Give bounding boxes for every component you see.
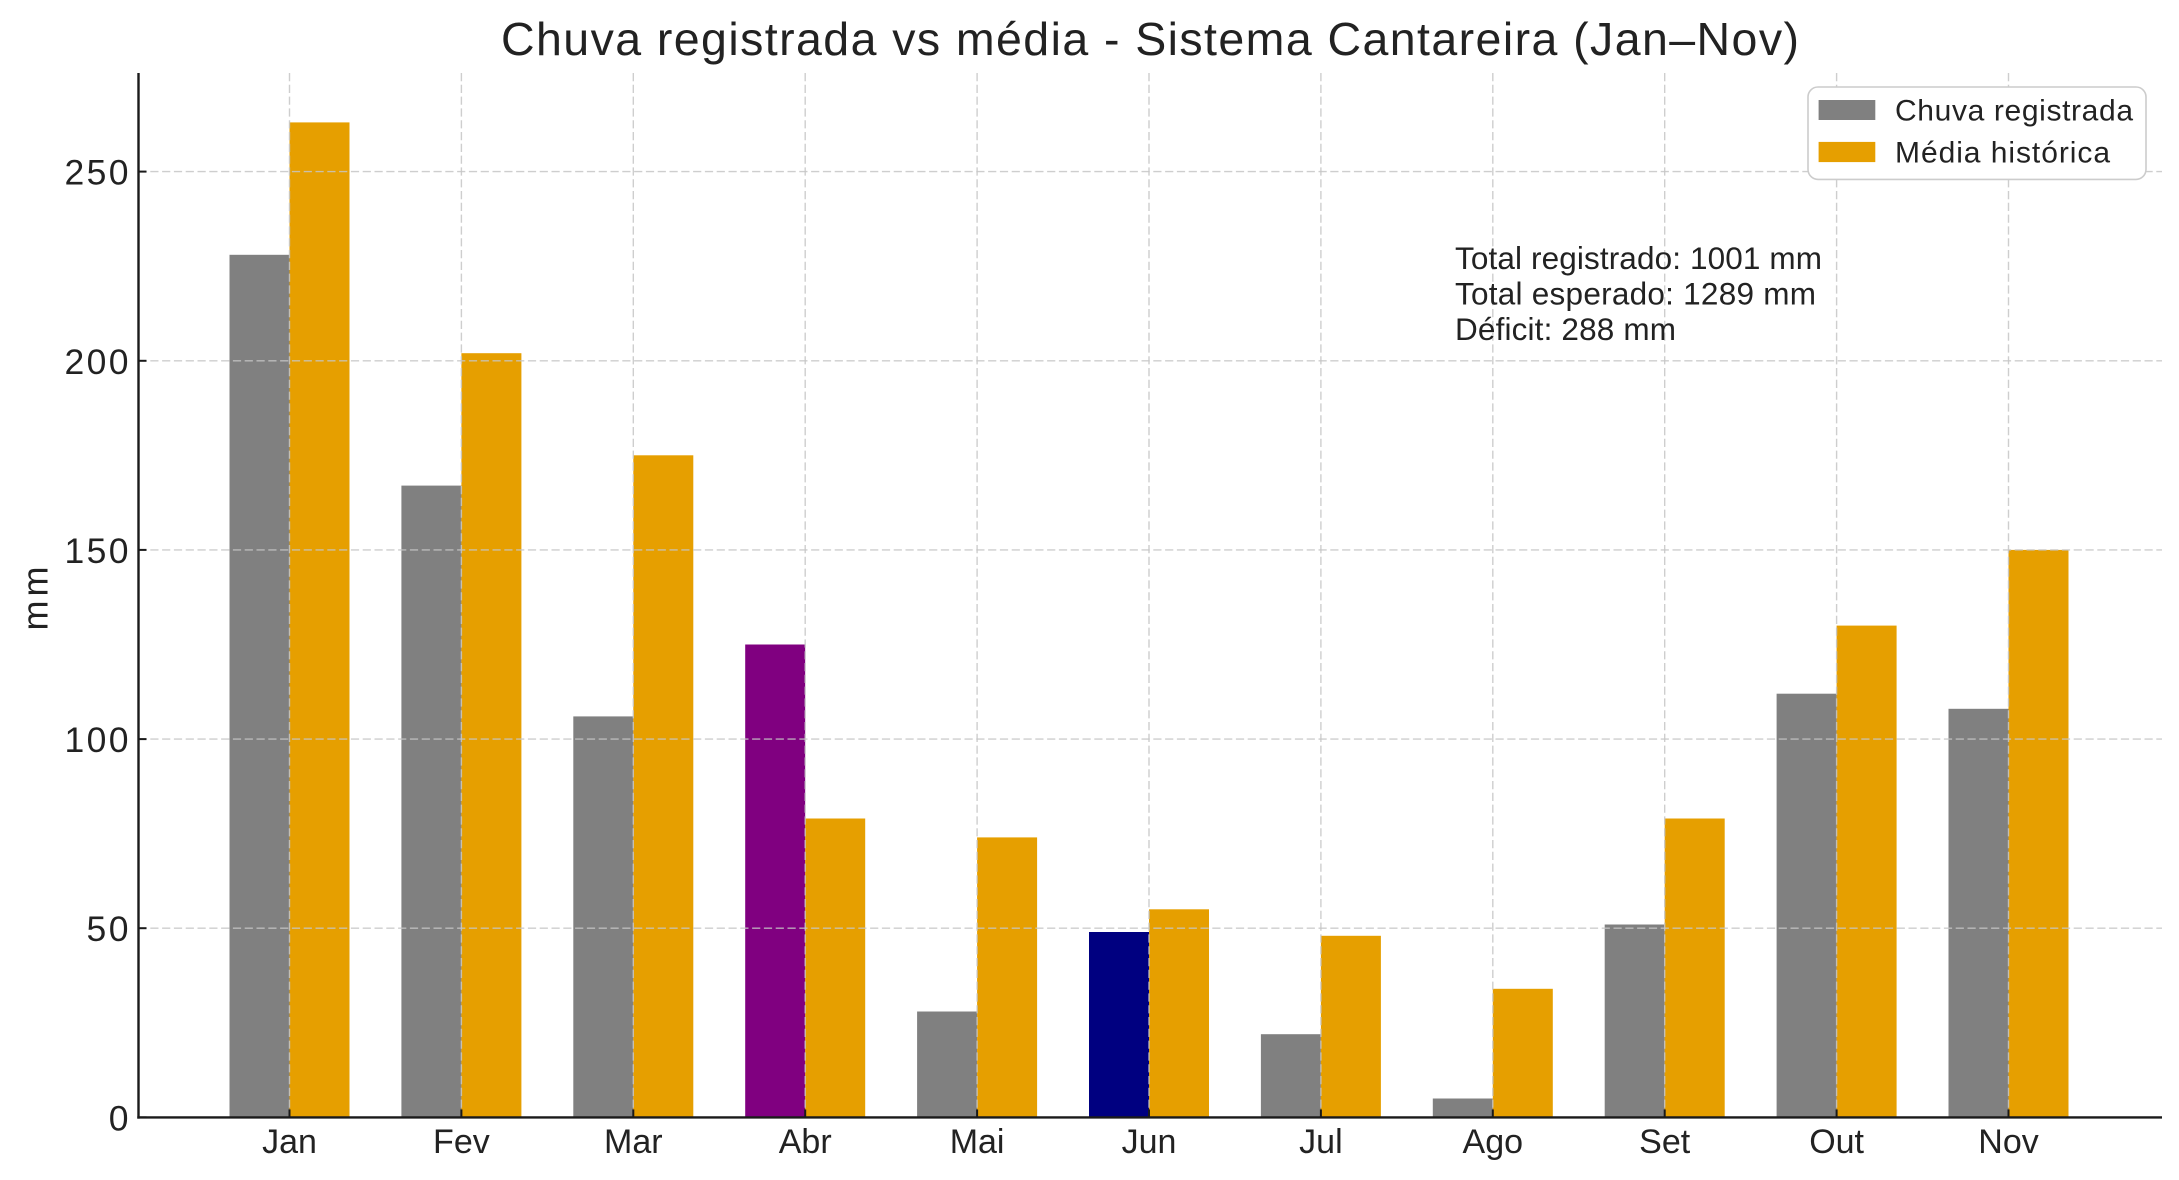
svg-text:Ago: Ago (1463, 1123, 1524, 1161)
svg-text:Set: Set (1639, 1123, 1691, 1161)
svg-text:Total registrado: 1001 mm: Total registrado: 1001 mm (1455, 240, 1822, 276)
svg-text:Abr: Abr (779, 1123, 832, 1161)
svg-text:Mai: Mai (950, 1123, 1005, 1161)
svg-text:Total esperado: 1289 mm: Total esperado: 1289 mm (1455, 276, 1816, 312)
svg-text:Out: Out (1809, 1123, 1864, 1161)
svg-text:Chuva registrada: Chuva registrada (1895, 94, 2133, 127)
svg-text:Jan: Jan (262, 1123, 317, 1161)
svg-text:Fev: Fev (433, 1123, 490, 1161)
svg-text:Nov: Nov (1978, 1123, 2038, 1161)
svg-text:200: 200 (65, 342, 129, 382)
svg-text:100: 100 (65, 720, 129, 760)
svg-text:Chuva registrada vs média - Si: Chuva registrada vs média - Sistema Cant… (501, 13, 1799, 65)
svg-text:250: 250 (65, 153, 129, 193)
svg-text:Jun: Jun (1122, 1123, 1177, 1161)
svg-text:Jul: Jul (1299, 1123, 1342, 1161)
svg-text:Mar: Mar (604, 1123, 663, 1161)
svg-text:Média histórica: Média histórica (1895, 136, 2110, 169)
svg-text:0: 0 (109, 1098, 129, 1138)
svg-text:150: 150 (65, 531, 129, 571)
svg-text:Déficit: 288 mm: Déficit: 288 mm (1455, 311, 1676, 347)
